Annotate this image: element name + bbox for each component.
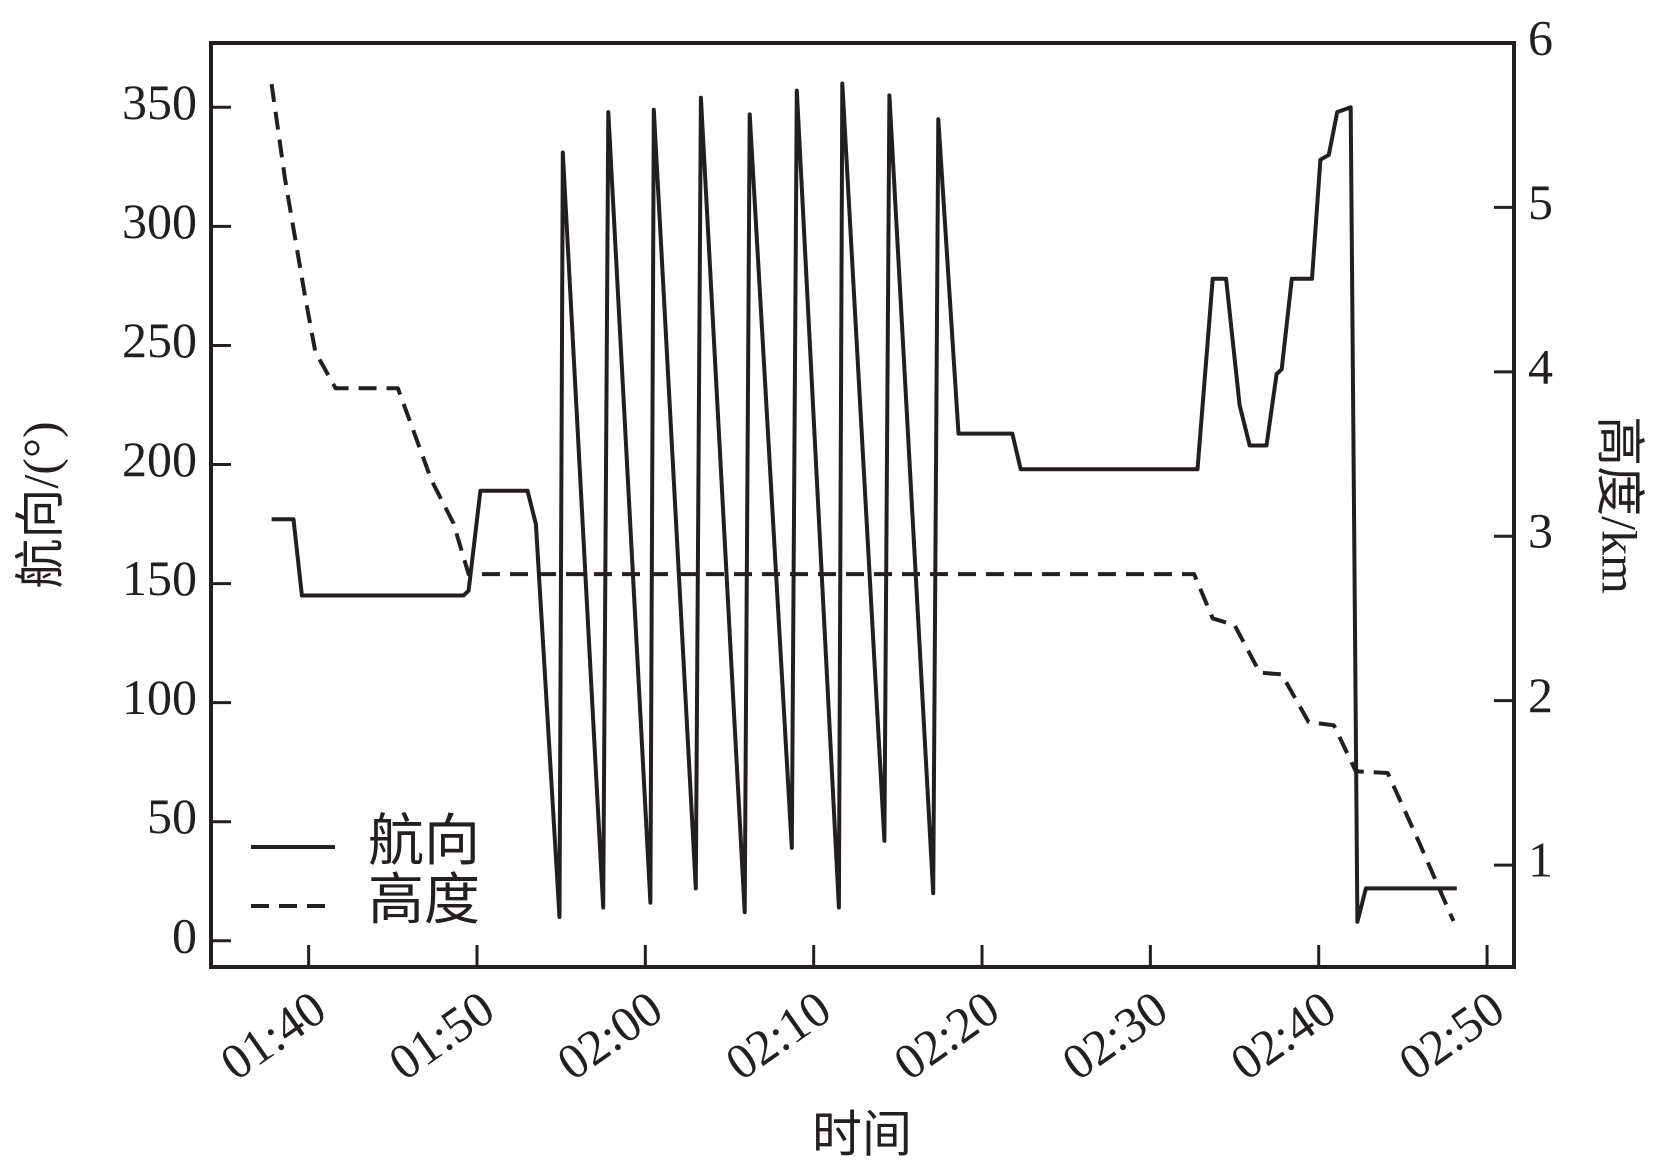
y-tick-label: 0 xyxy=(172,907,197,963)
x-tick-label: 02:00 xyxy=(547,980,672,1091)
y-tick-label: 100 xyxy=(122,669,197,725)
y-tick-label: 250 xyxy=(122,312,197,368)
series-line xyxy=(271,81,1457,924)
y-axis-label: 航向/(°) xyxy=(12,421,68,588)
y-tick-label: 350 xyxy=(122,74,197,130)
y-tick-label: 150 xyxy=(122,550,197,606)
y2-tick-label: 4 xyxy=(1528,338,1553,394)
legend-label: 航向 xyxy=(368,811,480,873)
y-tick-label: 200 xyxy=(122,431,197,487)
x-tick-label: 02:20 xyxy=(883,980,1008,1091)
x-axis-label: 时间 xyxy=(812,1106,912,1162)
x-tick-label: 01:40 xyxy=(210,980,335,1091)
y2-tick-label: 2 xyxy=(1528,667,1553,723)
y2-tick-label: 1 xyxy=(1528,832,1553,888)
plot-frame xyxy=(209,41,1516,969)
y-tick-label: 300 xyxy=(122,193,197,249)
x-tick-label: 01:50 xyxy=(378,980,503,1091)
x-tick-label: 02:10 xyxy=(715,980,840,1091)
series-line xyxy=(269,83,1456,922)
y2-axis-label: 高度/km xyxy=(1592,416,1648,594)
y2-tick-label: 5 xyxy=(1528,174,1553,230)
y-tick-label: 50 xyxy=(147,788,197,844)
x-tick-label: 02:30 xyxy=(1052,980,1177,1091)
legend-label: 高度 xyxy=(368,870,480,932)
x-tick-label: 02:50 xyxy=(1389,980,1514,1091)
y2-tick-label: 3 xyxy=(1528,503,1553,559)
x-tick-label: 02:40 xyxy=(1220,980,1345,1091)
y2-tick-label: 6 xyxy=(1528,9,1553,65)
